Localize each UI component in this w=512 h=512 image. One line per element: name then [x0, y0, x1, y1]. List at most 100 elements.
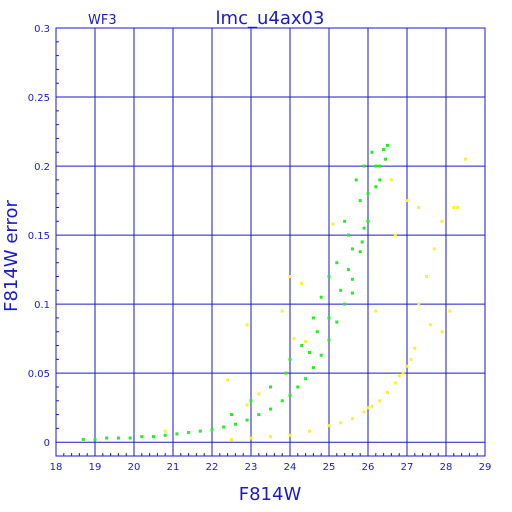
data-point-green: [210, 428, 214, 432]
data-point-yellow: [393, 381, 397, 385]
data-point-green: [378, 178, 382, 182]
data-point-green: [257, 413, 261, 417]
chart-subtitle: WF3: [88, 13, 117, 28]
y-tick-label: 0.25: [28, 93, 50, 104]
y-tick-label: 0.05: [28, 369, 50, 380]
data-point-yellow: [386, 390, 389, 394]
data-point-green: [327, 275, 331, 279]
data-point-green: [222, 425, 226, 429]
data-point-yellow: [304, 339, 308, 343]
data-point-yellow: [413, 346, 417, 350]
y-tick-label: 0.1: [34, 300, 50, 311]
y-axis-label: F814W error: [1, 200, 22, 312]
data-point-yellow: [308, 429, 311, 433]
data-point-green: [187, 431, 191, 435]
x-tick-label: 27: [401, 462, 414, 473]
x-tick-label: 18: [50, 462, 63, 473]
data-point-yellow: [417, 205, 421, 209]
data-point-green: [296, 385, 300, 389]
data-point-green: [362, 226, 366, 230]
y-tick-label: 0: [44, 438, 50, 449]
data-point-green: [374, 164, 378, 168]
data-point-green: [288, 393, 292, 397]
y-tick-label: 0.3: [34, 24, 50, 35]
data-point-green: [311, 366, 315, 370]
data-point-yellow: [397, 374, 401, 378]
x-tick-label: 21: [167, 462, 180, 473]
data-point-green: [327, 316, 331, 320]
data-point-yellow: [230, 437, 233, 441]
data-point-yellow: [362, 410, 366, 414]
data-point-yellow: [269, 435, 272, 439]
x-tick-label: 19: [89, 462, 102, 473]
data-point-yellow: [163, 429, 167, 433]
data-point-green: [128, 436, 132, 440]
data-point-green: [304, 377, 308, 381]
data-point-yellow: [331, 222, 335, 226]
x-tick-label: 28: [440, 462, 453, 473]
data-point-green: [350, 277, 354, 281]
data-point-green: [384, 157, 388, 161]
data-point-yellow: [405, 199, 409, 203]
data-point-green: [350, 291, 354, 295]
data-point-yellow: [288, 275, 292, 279]
data-point-yellow: [432, 247, 436, 251]
data-point-green: [386, 143, 389, 147]
data-point-green: [116, 436, 120, 440]
data-point-green: [358, 199, 362, 203]
x-tick-label: 24: [284, 462, 297, 473]
data-point-yellow: [350, 417, 354, 421]
data-point-yellow: [440, 330, 444, 334]
data-point-green: [354, 178, 358, 182]
data-point-green: [378, 164, 382, 168]
data-point-green: [374, 185, 378, 189]
data-point-green: [362, 164, 366, 168]
data-point-yellow: [257, 392, 261, 396]
data-point-green: [335, 320, 339, 324]
data-point-green: [105, 436, 109, 440]
data-point-yellow: [226, 378, 230, 382]
data-point-yellow: [280, 309, 284, 313]
data-point-yellow: [245, 323, 249, 327]
data-point-green: [81, 437, 85, 441]
data-point-green: [366, 219, 370, 223]
data-point-green: [339, 288, 343, 292]
data-point-yellow: [327, 424, 331, 428]
data-point-green: [360, 240, 364, 244]
data-point-yellow: [448, 309, 452, 313]
data-point-yellow: [249, 436, 253, 440]
x-tick-label: 20: [128, 462, 141, 473]
data-point-green: [284, 371, 288, 375]
data-point-green: [233, 422, 237, 426]
data-point-green: [358, 250, 362, 254]
data-point-yellow: [300, 281, 304, 285]
data-point-yellow: [456, 205, 460, 209]
data-point-green: [350, 247, 354, 251]
data-point-yellow: [366, 406, 370, 410]
data-point-green: [347, 233, 350, 237]
data-point-yellow: [245, 403, 249, 407]
data-point-yellow: [288, 433, 292, 437]
x-tick-label: 25: [323, 462, 336, 473]
data-point-green: [343, 302, 347, 306]
data-point-yellow: [370, 404, 374, 408]
data-point-green: [319, 353, 323, 357]
data-point-yellow: [452, 205, 456, 209]
data-point-green: [308, 350, 311, 354]
data-point-green: [93, 437, 97, 441]
data-point-green: [366, 192, 370, 196]
data-point-green: [269, 385, 272, 389]
x-tick-label: 26: [362, 462, 375, 473]
data-point-yellow: [292, 337, 296, 341]
data-point-green: [198, 429, 202, 433]
data-point-green: [300, 344, 304, 348]
data-point-green: [163, 433, 167, 437]
data-point-yellow: [440, 219, 444, 223]
data-point-yellow: [428, 323, 432, 327]
data-point-green: [249, 399, 253, 403]
x-tick-label: 23: [245, 462, 258, 473]
data-point-yellow: [374, 309, 378, 313]
axis-ticks: 18 19 20 21 22 23 24 25 26 27 28 29 0 0.05 0.1 0.15 0.2 0…: [28, 24, 492, 473]
data-point-yellow: [409, 357, 413, 361]
